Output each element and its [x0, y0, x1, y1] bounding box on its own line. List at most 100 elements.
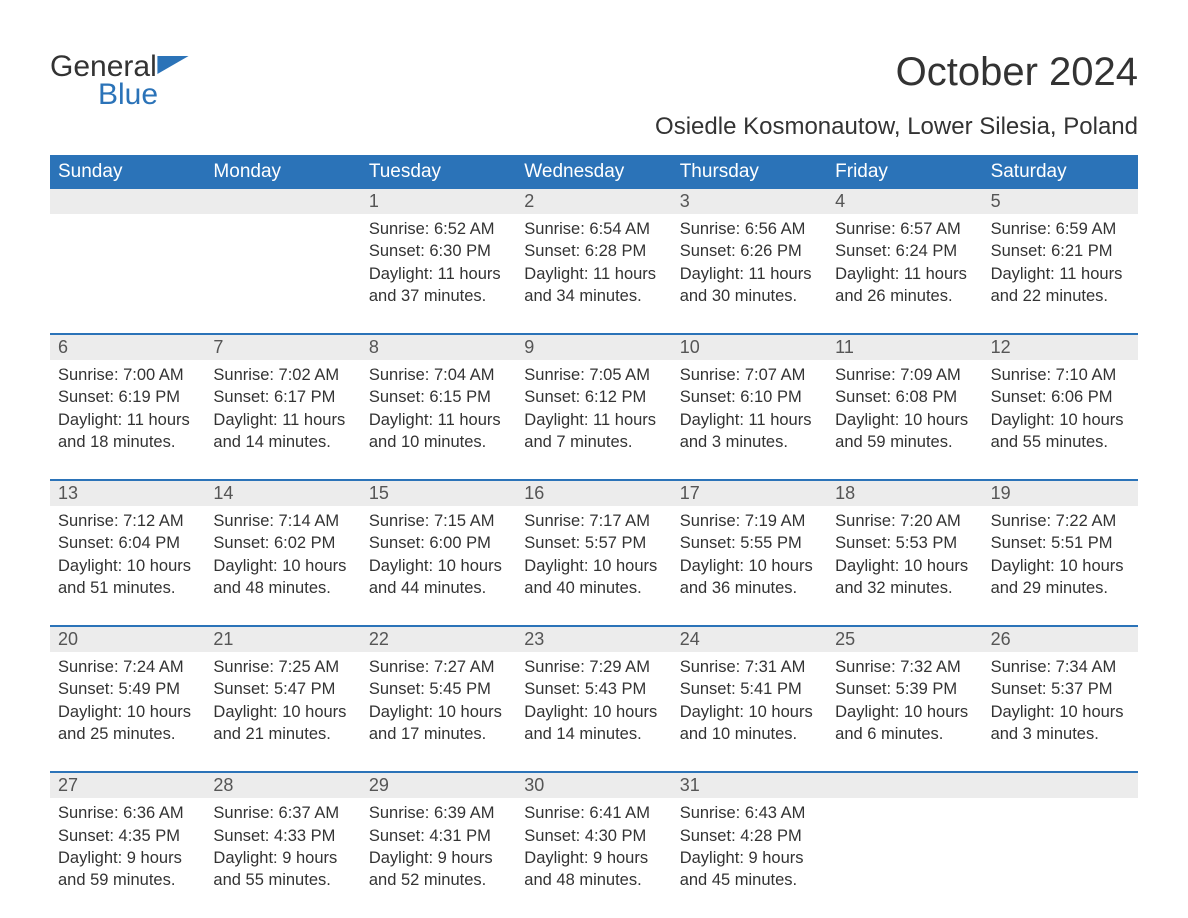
sunset-line: Sunset: 6:21 PM	[991, 240, 1130, 262]
day-number-cell: 25	[827, 627, 982, 652]
day-number-cell: 20	[50, 627, 205, 652]
weekday-header-cell: Wednesday	[516, 155, 671, 189]
day-number-cell: 3	[672, 189, 827, 214]
sunset-line: Sunset: 5:37 PM	[991, 678, 1130, 700]
sunset-line: Sunset: 6:24 PM	[835, 240, 974, 262]
daylight-line: Daylight: 11 hours and 34 minutes.	[524, 263, 663, 308]
daylight-line: Daylight: 9 hours and 59 minutes.	[58, 847, 197, 892]
day-body-cell: Sunrise: 7:12 AMSunset: 6:04 PMDaylight:…	[50, 506, 205, 625]
day-number-cell: 30	[516, 773, 671, 798]
day-number-cell: 5	[983, 189, 1138, 214]
sunrise-line: Sunrise: 6:37 AM	[213, 802, 352, 824]
day-number-cell: 6	[50, 335, 205, 360]
sunset-line: Sunset: 6:00 PM	[369, 532, 508, 554]
daylight-line: Daylight: 10 hours and 21 minutes.	[213, 701, 352, 746]
sunset-line: Sunset: 5:47 PM	[213, 678, 352, 700]
day-body-cell: Sunrise: 7:22 AMSunset: 5:51 PMDaylight:…	[983, 506, 1138, 625]
day-number-cell: 31	[672, 773, 827, 798]
sunrise-line: Sunrise: 7:32 AM	[835, 656, 974, 678]
day-body-cell: Sunrise: 7:19 AMSunset: 5:55 PMDaylight:…	[672, 506, 827, 625]
daylight-line: Daylight: 11 hours and 22 minutes.	[991, 263, 1130, 308]
day-body-cell: Sunrise: 7:20 AMSunset: 5:53 PMDaylight:…	[827, 506, 982, 625]
daylight-line: Daylight: 11 hours and 7 minutes.	[524, 409, 663, 454]
day-body-cell: Sunrise: 7:29 AMSunset: 5:43 PMDaylight:…	[516, 652, 671, 771]
sunrise-line: Sunrise: 7:07 AM	[680, 364, 819, 386]
sunset-line: Sunset: 5:53 PM	[835, 532, 974, 554]
day-number-cell: 9	[516, 335, 671, 360]
sunrise-line: Sunrise: 7:17 AM	[524, 510, 663, 532]
daylight-line: Daylight: 9 hours and 48 minutes.	[524, 847, 663, 892]
day-number-cell: 19	[983, 481, 1138, 506]
day-number-cell	[983, 773, 1138, 798]
daylight-line: Daylight: 11 hours and 37 minutes.	[369, 263, 508, 308]
day-number-cell: 27	[50, 773, 205, 798]
sunset-line: Sunset: 6:06 PM	[991, 386, 1130, 408]
page-title: October 2024	[655, 50, 1138, 95]
day-body-cell: Sunrise: 6:52 AMSunset: 6:30 PMDaylight:…	[361, 214, 516, 333]
sunrise-line: Sunrise: 7:25 AM	[213, 656, 352, 678]
logo-word-blue: Blue	[98, 78, 185, 112]
sunrise-line: Sunrise: 7:15 AM	[369, 510, 508, 532]
weekday-header-cell: Friday	[827, 155, 982, 189]
weekday-header-row: SundayMondayTuesdayWednesdayThursdayFrid…	[50, 155, 1138, 189]
day-body-cell: Sunrise: 6:54 AMSunset: 6:28 PMDaylight:…	[516, 214, 671, 333]
day-body-cell: Sunrise: 7:14 AMSunset: 6:02 PMDaylight:…	[205, 506, 360, 625]
weekday-header-cell: Thursday	[672, 155, 827, 189]
day-number-cell: 21	[205, 627, 360, 652]
sunset-line: Sunset: 5:57 PM	[524, 532, 663, 554]
day-body-cell: Sunrise: 7:27 AMSunset: 5:45 PMDaylight:…	[361, 652, 516, 771]
day-body-cell: Sunrise: 7:34 AMSunset: 5:37 PMDaylight:…	[983, 652, 1138, 771]
sunset-line: Sunset: 4:31 PM	[369, 825, 508, 847]
sunset-line: Sunset: 6:26 PM	[680, 240, 819, 262]
sunrise-line: Sunrise: 7:27 AM	[369, 656, 508, 678]
sunrise-line: Sunrise: 7:20 AM	[835, 510, 974, 532]
day-body-cell: Sunrise: 6:39 AMSunset: 4:31 PMDaylight:…	[361, 798, 516, 917]
day-number-cell	[205, 189, 360, 214]
day-body-cell: Sunrise: 7:02 AMSunset: 6:17 PMDaylight:…	[205, 360, 360, 479]
sunrise-line: Sunrise: 7:19 AM	[680, 510, 819, 532]
day-body-cell: Sunrise: 7:24 AMSunset: 5:49 PMDaylight:…	[50, 652, 205, 771]
week-row: 13141516171819Sunrise: 7:12 AMSunset: 6:…	[50, 479, 1138, 625]
sunset-line: Sunset: 5:55 PM	[680, 532, 819, 554]
sunrise-line: Sunrise: 7:14 AM	[213, 510, 352, 532]
sunrise-line: Sunrise: 7:29 AM	[524, 656, 663, 678]
weekday-header-cell: Monday	[205, 155, 360, 189]
daylight-line: Daylight: 10 hours and 44 minutes.	[369, 555, 508, 600]
title-block: October 2024 Osiedle Kosmonautow, Lower …	[655, 50, 1138, 141]
sunset-line: Sunset: 5:43 PM	[524, 678, 663, 700]
sunrise-line: Sunrise: 6:57 AM	[835, 218, 974, 240]
sunset-line: Sunset: 5:51 PM	[991, 532, 1130, 554]
sunset-line: Sunset: 4:30 PM	[524, 825, 663, 847]
day-body-cell: Sunrise: 6:43 AMSunset: 4:28 PMDaylight:…	[672, 798, 827, 917]
day-number-cell	[827, 773, 982, 798]
sunrise-line: Sunrise: 6:39 AM	[369, 802, 508, 824]
day-body-cell	[50, 214, 205, 333]
day-body-cell: Sunrise: 7:10 AMSunset: 6:06 PMDaylight:…	[983, 360, 1138, 479]
day-body-cell: Sunrise: 7:05 AMSunset: 6:12 PMDaylight:…	[516, 360, 671, 479]
sunset-line: Sunset: 6:08 PM	[835, 386, 974, 408]
sunset-line: Sunset: 5:39 PM	[835, 678, 974, 700]
day-number-cell: 16	[516, 481, 671, 506]
daylight-line: Daylight: 10 hours and 29 minutes.	[991, 555, 1130, 600]
daylight-line: Daylight: 10 hours and 14 minutes.	[524, 701, 663, 746]
daylight-line: Daylight: 10 hours and 51 minutes.	[58, 555, 197, 600]
day-body-cell: Sunrise: 6:36 AMSunset: 4:35 PMDaylight:…	[50, 798, 205, 917]
sunset-line: Sunset: 5:45 PM	[369, 678, 508, 700]
day-body-cell: Sunrise: 6:57 AMSunset: 6:24 PMDaylight:…	[827, 214, 982, 333]
day-body-cell: Sunrise: 6:59 AMSunset: 6:21 PMDaylight:…	[983, 214, 1138, 333]
daylight-line: Daylight: 10 hours and 25 minutes.	[58, 701, 197, 746]
sunrise-line: Sunrise: 7:10 AM	[991, 364, 1130, 386]
week-row: 20212223242526Sunrise: 7:24 AMSunset: 5:…	[50, 625, 1138, 771]
sunrise-line: Sunrise: 7:00 AM	[58, 364, 197, 386]
daylight-line: Daylight: 10 hours and 36 minutes.	[680, 555, 819, 600]
daylight-line: Daylight: 10 hours and 48 minutes.	[213, 555, 352, 600]
logo-triangle-icon	[157, 56, 188, 74]
day-number-cell: 17	[672, 481, 827, 506]
location-subtitle: Osiedle Kosmonautow, Lower Silesia, Pola…	[655, 113, 1138, 141]
sunrise-line: Sunrise: 7:09 AM	[835, 364, 974, 386]
day-body-cell: Sunrise: 7:25 AMSunset: 5:47 PMDaylight:…	[205, 652, 360, 771]
day-body-cell: Sunrise: 7:00 AMSunset: 6:19 PMDaylight:…	[50, 360, 205, 479]
daylight-line: Daylight: 9 hours and 52 minutes.	[369, 847, 508, 892]
sunset-line: Sunset: 5:49 PM	[58, 678, 197, 700]
sunset-line: Sunset: 6:12 PM	[524, 386, 663, 408]
